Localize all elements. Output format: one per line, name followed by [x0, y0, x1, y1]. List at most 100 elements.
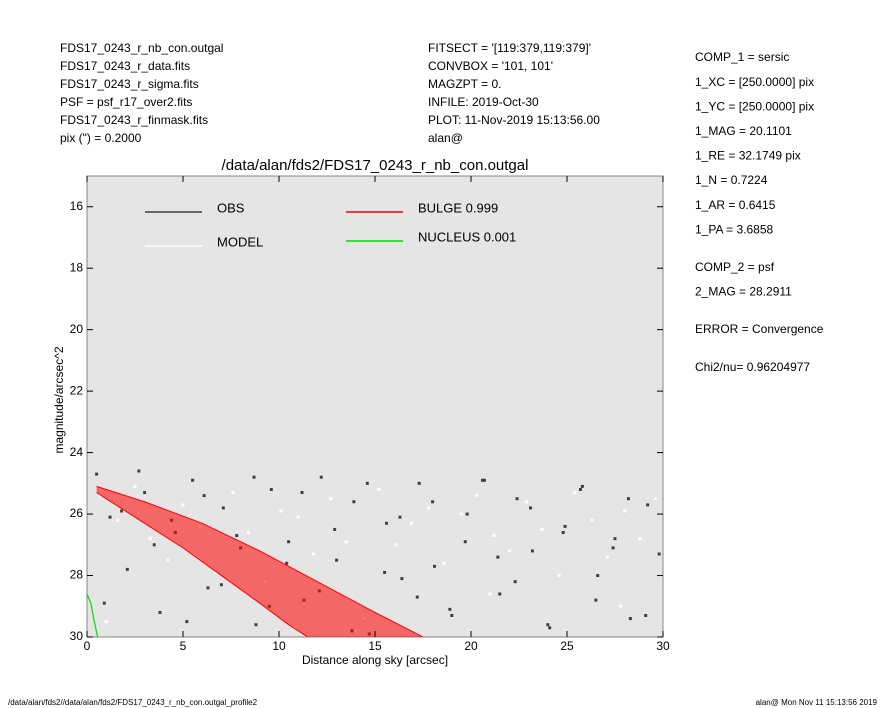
legend-label: NUCLEUS 0.001	[418, 229, 516, 244]
point	[653, 497, 657, 501]
point	[254, 623, 258, 627]
point	[481, 478, 485, 482]
point	[300, 491, 304, 495]
point	[352, 500, 356, 504]
point	[623, 509, 627, 513]
point	[108, 515, 112, 519]
point	[312, 552, 316, 556]
point	[202, 494, 206, 498]
point	[525, 500, 529, 504]
point	[409, 521, 413, 525]
point	[488, 592, 492, 596]
point	[605, 555, 609, 559]
point	[206, 586, 210, 590]
info-right: COMP_1 = sersic	[695, 50, 789, 64]
x-tick-label: 30	[656, 639, 670, 653]
x-tick-label: 0	[84, 639, 91, 653]
y-tick-label: 16	[70, 199, 84, 213]
info-right: 2_MAG = 28.2911	[695, 285, 792, 299]
point	[246, 531, 250, 535]
info-right: 1_RE = 32.1749 pix	[695, 149, 801, 163]
point	[231, 491, 235, 495]
info-center: INFILE: 2019-Oct-30	[428, 95, 539, 109]
point	[152, 543, 156, 547]
point	[594, 598, 598, 602]
point	[365, 481, 369, 485]
point	[158, 610, 162, 614]
point	[619, 604, 623, 608]
point	[398, 515, 402, 519]
point	[394, 543, 398, 547]
point	[482, 478, 486, 482]
point	[319, 475, 323, 479]
point	[287, 540, 291, 544]
point	[214, 570, 218, 574]
y-tick-label: 24	[70, 445, 84, 459]
info-center: PLOT: 11-Nov-2019 15:13:56.00	[428, 113, 600, 127]
plot	[87, 469, 661, 637]
point	[333, 527, 337, 531]
point	[377, 487, 381, 491]
point	[116, 518, 120, 522]
point	[646, 503, 650, 507]
point	[329, 497, 333, 501]
y-tick-label: 18	[70, 260, 84, 274]
x-axis-label: Distance along sky [arcsec]	[302, 653, 448, 667]
point	[219, 583, 223, 587]
info-right: 1_N = 0.7224	[695, 173, 768, 187]
point	[540, 527, 544, 531]
point	[191, 478, 195, 482]
chart-title: /data/alan/fds2/FDS17_0243_r_nb_con.outg…	[222, 157, 529, 174]
point	[590, 518, 594, 522]
info-left: FDS17_0243_r_sigma.fits	[60, 77, 199, 91]
y-tick-label: 22	[70, 383, 84, 397]
plot-area	[86, 175, 664, 638]
point	[279, 509, 283, 513]
point	[530, 549, 534, 553]
point	[557, 574, 561, 578]
info-left: PSF = psf_r17_over2.fits	[60, 95, 192, 109]
point	[580, 484, 584, 488]
info-right: ERROR = Convergence	[695, 322, 824, 336]
band-fill	[96, 486, 423, 637]
point	[638, 537, 642, 541]
point	[344, 540, 348, 544]
point	[417, 481, 421, 485]
point	[450, 613, 454, 617]
info-left: FDS17_0243_r_finmask.fits	[60, 113, 208, 127]
point	[102, 601, 106, 605]
line	[87, 593, 99, 637]
point	[498, 592, 502, 596]
point	[515, 497, 519, 501]
info-right: 1_MAG = 20.1101	[695, 124, 792, 138]
point	[611, 546, 615, 550]
point	[548, 626, 552, 630]
point	[626, 497, 630, 501]
point	[657, 552, 661, 556]
point	[431, 500, 435, 504]
legend-label: OBS	[217, 200, 245, 215]
point	[335, 558, 339, 562]
point	[400, 577, 404, 581]
point	[475, 494, 479, 498]
point	[125, 567, 129, 571]
point	[296, 515, 300, 519]
point	[385, 521, 389, 525]
point	[496, 555, 500, 559]
point	[166, 558, 170, 562]
point	[221, 506, 225, 510]
point	[448, 607, 452, 611]
y-tick-label: 30	[70, 629, 84, 643]
point	[463, 540, 467, 544]
point	[513, 580, 517, 584]
info-center: MAGZPT = 0.	[428, 77, 501, 91]
point	[235, 534, 239, 538]
point	[465, 512, 469, 516]
point	[596, 574, 600, 578]
info-left: FDS17_0243_r_data.fits	[60, 59, 190, 73]
point	[133, 484, 137, 488]
x-tick-label: 10	[272, 639, 286, 653]
point	[383, 570, 387, 574]
info-right: 1_XC = [250.0000] pix	[695, 75, 814, 89]
